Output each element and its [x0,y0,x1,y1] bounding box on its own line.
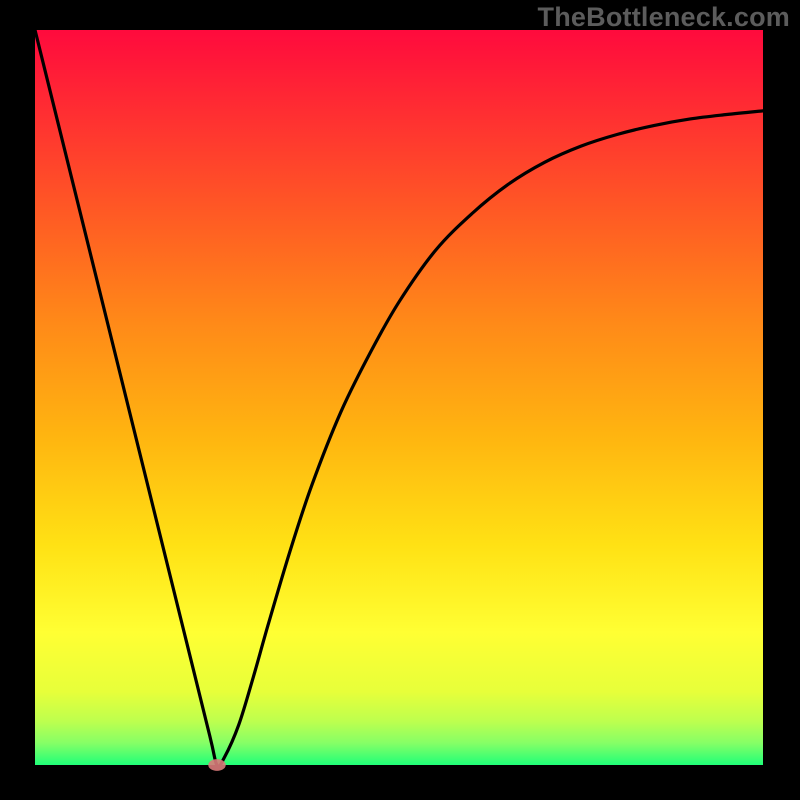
optimal-point-marker [208,759,225,771]
chart-stage: TheBottleneck.com [0,0,800,800]
bottleneck-chart [0,0,800,800]
watermark-text: TheBottleneck.com [538,2,790,33]
plot-background [35,30,763,765]
